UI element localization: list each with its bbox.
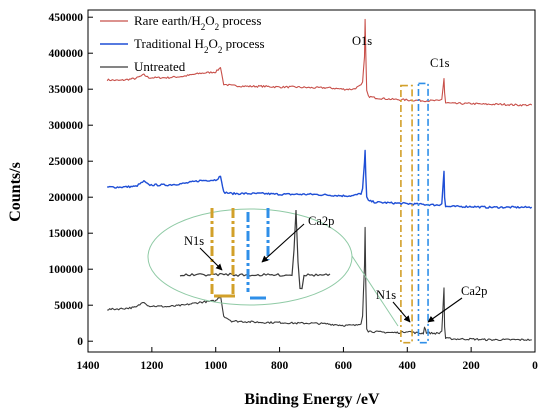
series-line-untreated xyxy=(107,226,532,342)
ca2p-label: Ca2p xyxy=(461,284,487,298)
inset-ca2p-arrow xyxy=(261,223,305,263)
axis-ticks: 1400 1200 1000 800 600 400 200 0 0 50000 100000 150… xyxy=(49,12,539,372)
series-layer xyxy=(106,18,533,342)
y-tick-label: 300000 xyxy=(49,120,84,132)
x-tick-label: 200 xyxy=(463,360,481,372)
inset-zoom xyxy=(147,208,463,327)
x-tick-label: 0 xyxy=(532,360,538,372)
legend-label-traditional: Traditional H2O2 process xyxy=(134,36,265,55)
x-tick-label: 1200 xyxy=(140,360,163,372)
x-tick-label: 1400 xyxy=(77,360,100,372)
series-line-rare-earth-h2o2-process xyxy=(106,18,533,107)
inset-n1s-label: N1s xyxy=(184,234,204,248)
y-tick-label: 450000 xyxy=(49,12,84,24)
inset-connector xyxy=(351,255,399,327)
y-tick-label: 150000 xyxy=(49,228,84,240)
x-tick-label: 400 xyxy=(399,360,417,372)
series-line-traditional-h2o2-process xyxy=(107,149,533,209)
inset-ellipse xyxy=(147,208,353,306)
inset-n1s-arrow xyxy=(199,247,223,271)
region-boxes xyxy=(400,82,429,344)
inset-ca2p-label: Ca2p xyxy=(308,214,334,228)
y-tick-label: 50000 xyxy=(54,300,83,312)
o1s-label: O1s xyxy=(352,34,372,48)
n1s-box-blue xyxy=(417,82,429,344)
plot-border xyxy=(87,9,536,353)
legend-label-untreated: Untreated xyxy=(134,59,186,74)
legend-label-rare-earth: Rare earth/H2O2 process xyxy=(134,13,261,32)
x-tick-label: 1000 xyxy=(204,360,227,372)
n1s-arrow xyxy=(392,301,411,323)
y-tick-label: 400000 xyxy=(49,48,84,60)
y-tick-label: 250000 xyxy=(49,156,84,168)
legend: Rare earth/H2O2 process Traditional H2O2… xyxy=(100,13,265,74)
x-axis-title: Binding Energy /eV xyxy=(244,391,380,408)
y-tick-label: 200000 xyxy=(49,192,84,204)
y-tick-label: 0 xyxy=(77,336,83,348)
y-tick-label: 100000 xyxy=(49,264,84,276)
inset-trace xyxy=(179,209,331,290)
y-tick-label: 350000 xyxy=(49,84,84,96)
y-axis-title: Counts/s xyxy=(7,162,24,222)
n1s-label: N1s xyxy=(376,288,396,302)
n1s-box-gold xyxy=(400,84,413,344)
c1s-label: C1s xyxy=(430,56,450,70)
x-tick-label: 800 xyxy=(271,360,289,372)
ca2p-arrow xyxy=(427,297,463,323)
x-tick-label: 600 xyxy=(335,360,353,372)
plot-frame xyxy=(87,9,536,353)
